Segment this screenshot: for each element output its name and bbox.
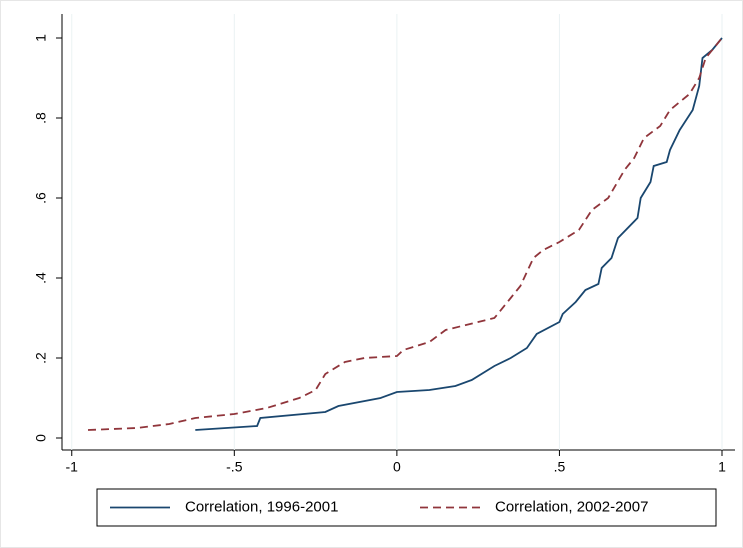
y-tick-label: .4 [33, 272, 49, 284]
x-tick-label: 0 [393, 459, 401, 475]
x-tick-label: .5 [554, 459, 566, 475]
x-tick-label: 1 [718, 459, 726, 475]
y-tick-label: .8 [33, 112, 49, 124]
legend-label: Correlation, 2002-2007 [495, 498, 648, 515]
x-tick-label: -.5 [226, 459, 243, 475]
legend: Correlation, 1996-2001 Correlation, 2002-… [96, 488, 717, 527]
legend-box [96, 488, 717, 527]
y-tick-label: .2 [33, 352, 49, 364]
y-tick-label: .6 [33, 192, 49, 204]
line-series [87, 37, 723, 431]
x-tick-label: -1 [66, 459, 79, 475]
y-tick-label: 0 [33, 434, 49, 442]
y-tick-label: 1 [33, 34, 49, 42]
line-series [195, 37, 723, 431]
legend-label: Correlation, 1996-2001 [185, 498, 338, 515]
